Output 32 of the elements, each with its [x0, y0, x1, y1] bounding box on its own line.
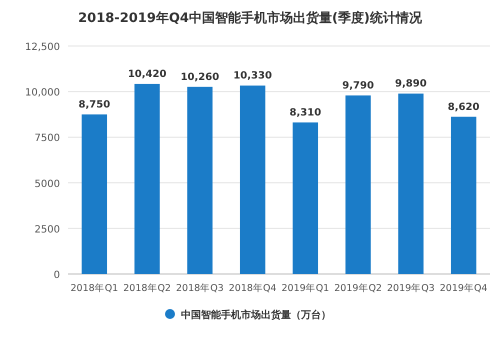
x-tick-label: 2018年Q4 [228, 282, 276, 294]
data-label: 10,420 [128, 68, 166, 80]
data-label: 8,620 [448, 102, 480, 113]
y-tick-label: 5000 [34, 178, 60, 190]
data-label: 8,750 [78, 99, 110, 110]
bar [187, 86, 213, 274]
x-tick-label: 2019年Q4 [440, 282, 488, 294]
x-tick-label: 2019年Q2 [334, 282, 382, 294]
bar [345, 95, 371, 274]
chart-title: 2018-2019年Q4中国智能手机市场出货量(季度)统计情况 [78, 10, 423, 26]
x-tick-label: 2019年Q1 [282, 282, 330, 294]
legend: 中国智能手机市场出货量（万台） [165, 309, 331, 321]
x-tick-label: 2019年Q3 [387, 282, 435, 294]
bar [450, 116, 476, 274]
y-tick-label: 10,000 [25, 88, 60, 99]
y-tick-label: 7500 [34, 133, 60, 144]
bar [134, 84, 160, 274]
data-label: 10,260 [180, 72, 220, 83]
x-tick-label: 2018年Q3 [176, 282, 224, 294]
x-tick-label: 2018年Q2 [123, 282, 171, 294]
y-tick-label: 0 [54, 270, 60, 281]
data-label: 10,330 [233, 70, 272, 82]
data-label: 9,890 [395, 78, 427, 90]
x-tick-label: 2018年Q1 [70, 282, 118, 294]
data-label: 9,790 [342, 80, 374, 92]
bar [398, 94, 424, 274]
bar [292, 122, 318, 274]
y-tick-label: 12,500 [25, 42, 60, 53]
y-tick-label: 2500 [34, 224, 60, 236]
bar [82, 114, 108, 274]
data-label: 8,310 [290, 107, 322, 118]
bar [240, 86, 266, 274]
